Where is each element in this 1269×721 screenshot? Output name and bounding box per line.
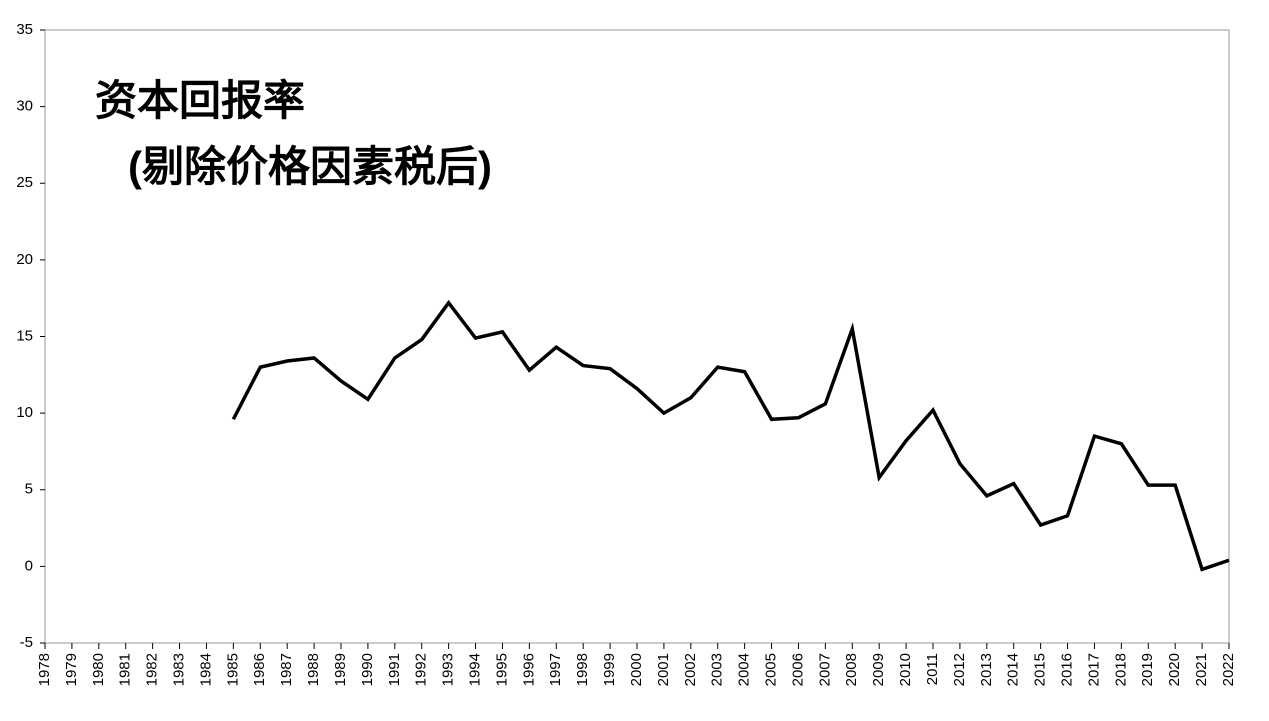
x-tick-label: 1981 (117, 653, 134, 686)
x-tick-label: 2017 (1085, 653, 1102, 686)
chart-subtitle: (剔除价格因素税后) (128, 143, 492, 190)
y-tick-label: 35 (16, 21, 33, 38)
x-tick-label: 1980 (90, 653, 107, 686)
x-tick-label: 2002 (682, 653, 699, 686)
x-tick-label: 2006 (789, 653, 806, 686)
y-tick-label: 10 (16, 404, 33, 421)
x-tick-label: 2021 (1193, 653, 1210, 686)
x-tick-label: 1997 (547, 653, 564, 686)
x-tick-label: 2004 (736, 653, 753, 686)
x-tick-label: 2011 (924, 653, 941, 685)
x-tick-label: 1993 (440, 653, 457, 686)
x-tick-label: 1998 (574, 653, 591, 686)
x-tick-label: 1994 (467, 653, 484, 686)
x-tick-label: 2000 (628, 653, 645, 686)
x-tick-label: 1996 (520, 653, 537, 686)
y-tick-label: 30 (16, 98, 33, 115)
x-tick-label: 2012 (951, 653, 968, 686)
y-tick-label: 15 (16, 327, 33, 344)
x-tick-label: 2003 (709, 653, 726, 686)
x-tick-label: 2018 (1112, 653, 1129, 686)
x-tick-label: 2010 (897, 653, 914, 686)
x-tick-label: 1983 (171, 653, 188, 686)
data-line (231, 299, 1230, 572)
x-tick-label: 1989 (332, 653, 349, 686)
x-tick-label: 2014 (1005, 653, 1022, 686)
y-tick-label: 5 (25, 481, 33, 498)
x-tick-label: 1982 (144, 653, 161, 686)
x-tick-label: 1999 (601, 653, 618, 686)
y-tick-label: 20 (16, 251, 33, 268)
x-tick-label: 2015 (1032, 653, 1049, 686)
y-tick-label: 25 (16, 174, 33, 191)
x-tick-label: 1991 (386, 653, 403, 686)
y-tick-label: -5 (20, 634, 33, 651)
x-tick-label: 2022 (1220, 653, 1237, 686)
chart-title: 资本回报率 (95, 77, 305, 124)
y-tick-label: 0 (25, 557, 33, 574)
x-tick-label: 2008 (843, 653, 860, 686)
x-tick-label: 2007 (816, 653, 833, 686)
x-tick-label: 1985 (224, 653, 241, 686)
x-tick-label: 1995 (493, 653, 510, 686)
x-tick-label: 2005 (763, 653, 780, 686)
x-tick-label: 1979 (63, 653, 80, 686)
x-tick-label: 1987 (278, 653, 295, 686)
x-tick-label: 2001 (655, 653, 672, 686)
x-tick-label: 2019 (1139, 653, 1156, 686)
x-tick-label: 2016 (1059, 653, 1076, 686)
x-tick-label: 2009 (870, 653, 887, 686)
x-tick-label: 1984 (197, 653, 214, 686)
x-tick-label: 1990 (359, 653, 376, 686)
x-tick-label: 1978 (36, 653, 53, 686)
x-tick-label: 2013 (978, 653, 995, 686)
x-tick-label: 2020 (1166, 653, 1183, 686)
x-tick-label: 1986 (251, 653, 268, 686)
x-tick-label: 1992 (413, 653, 430, 686)
x-tick-label: 1988 (305, 653, 322, 686)
